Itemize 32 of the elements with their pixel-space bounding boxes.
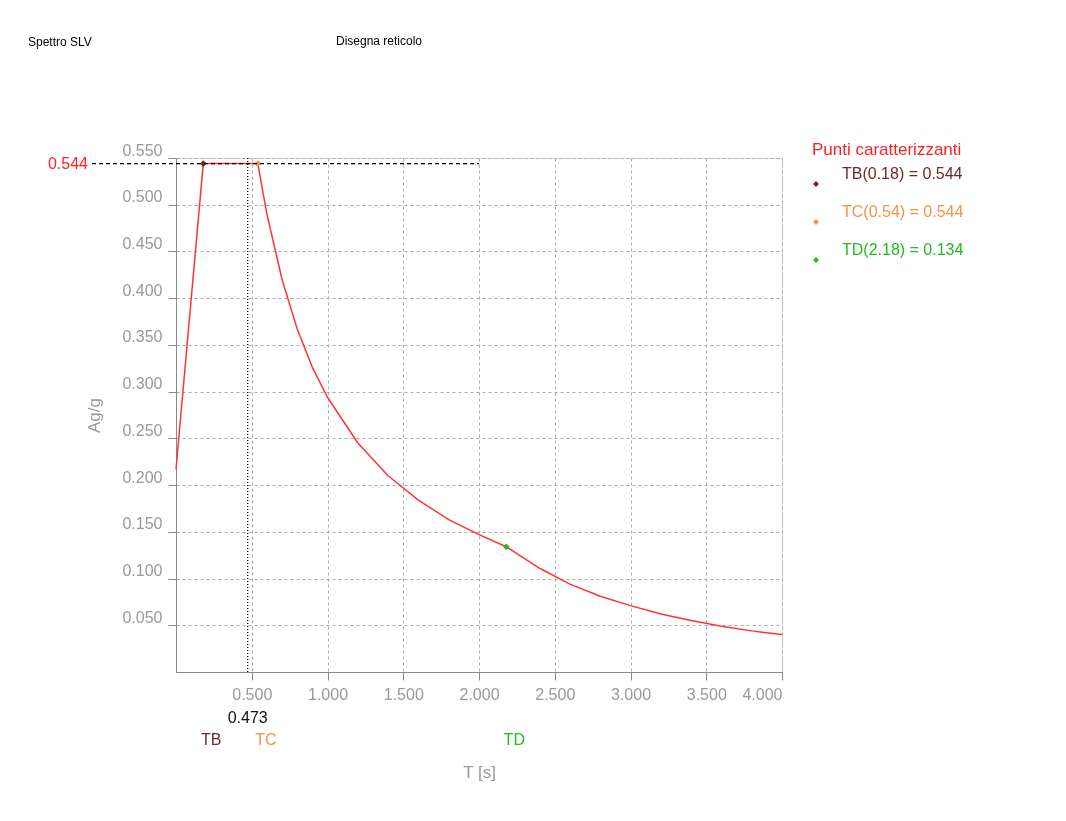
x-tick-label: 0.500 (232, 685, 273, 703)
y-tick-label: 0.150 (122, 515, 163, 533)
x-tick-label: 2.500 (535, 685, 576, 703)
x-tick-label: 2.000 (459, 685, 500, 703)
y-tick-label: 0.450 (122, 234, 163, 252)
x-tick-label: 1.000 (307, 685, 349, 703)
y-tick-label: 0.550 (122, 141, 163, 159)
x-tick-label: 3.500 (686, 685, 727, 703)
y-tick-label: 0.200 (122, 468, 163, 486)
y-tick-label: 0.300 (122, 375, 163, 393)
y-tick-label: 0.250 (122, 421, 163, 439)
text: TB (201, 731, 222, 748)
legend-title: Punti caratterizzanti (812, 140, 962, 159)
y-tick-label: 0.500 (122, 188, 163, 206)
legend-label: TD(2.18) = 0.134 (842, 241, 964, 258)
x-tick-label: 3.000 (610, 685, 652, 703)
text: TC (255, 731, 277, 748)
y-tick-label: 0.050 (122, 608, 163, 626)
ref-line-label: 0.473 (227, 709, 268, 726)
x-tick-label: 4.000 (742, 685, 783, 703)
text: Disegna reticolo (336, 34, 423, 48)
x-tick-label: 1.500 (383, 685, 424, 703)
text: Spettro SLV (28, 35, 92, 49)
y-tick-label: 0.400 (122, 281, 163, 299)
text: TD (503, 731, 525, 748)
legend-label: TC(0.54) = 0.544 (842, 203, 964, 220)
x-axis-title: T [s] (463, 762, 496, 782)
y-tick-label: 0.100 (122, 562, 163, 580)
y-axis-title: Ag/g (85, 398, 105, 433)
ref-line-label: 0.544 (47, 154, 89, 172)
legend-label: TB(0.18) = 0.544 (842, 165, 963, 182)
y-tick-label: 0.350 (122, 328, 163, 346)
